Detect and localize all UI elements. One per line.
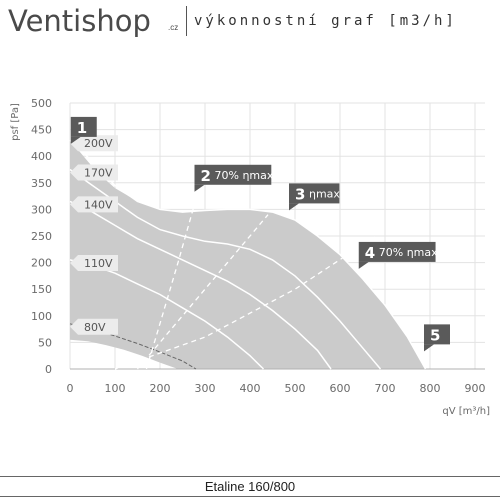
voltage-labels: 200V 170V 140V 110V 80V bbox=[70, 135, 118, 335]
x-tick-label: 0 bbox=[67, 382, 74, 395]
voltage-label-text: 110V bbox=[84, 257, 113, 270]
x-tick-label: 600 bbox=[330, 382, 351, 395]
chart-envelope bbox=[70, 140, 485, 370]
voltage-label-140v: 140V bbox=[70, 196, 118, 213]
marker-pointer bbox=[70, 136, 81, 144]
y-tick-label: 150 bbox=[31, 283, 52, 296]
operating-envelope bbox=[70, 140, 426, 369]
marker-number: 2 bbox=[201, 167, 211, 185]
x-tick-label: 500 bbox=[285, 382, 306, 395]
x-tick-label: 200 bbox=[150, 382, 171, 395]
voltage-label-170v: 170V bbox=[70, 164, 118, 181]
marker-number: 4 bbox=[365, 244, 375, 262]
voltage-curve-170v bbox=[69, 168, 382, 370]
y-axis-label: psf [Pa] bbox=[10, 103, 21, 141]
voltage-label-200v: 200V bbox=[70, 135, 118, 152]
voltage-label-tag bbox=[70, 135, 118, 152]
marker-box bbox=[194, 164, 272, 185]
marker-1: 1 bbox=[70, 116, 97, 144]
voltage-label-text: 140V bbox=[84, 198, 113, 211]
y-tick-label: 300 bbox=[31, 203, 52, 216]
y-tick-label: 400 bbox=[31, 150, 52, 163]
voltage-label-tag bbox=[70, 318, 118, 335]
header-subtitle: výkonnostní graf [m3/h] bbox=[194, 13, 457, 29]
marker-box bbox=[289, 183, 340, 204]
marker-3: 3 ηmax bbox=[289, 183, 340, 211]
x-tick-label: 700 bbox=[375, 382, 396, 395]
voltage-label-tag bbox=[70, 196, 118, 213]
footer-divider-bottom bbox=[0, 496, 500, 497]
marker-label: ηmax bbox=[309, 187, 340, 200]
marker-box bbox=[424, 324, 450, 345]
voltage-curves bbox=[69, 139, 427, 370]
efficiency-line-3 bbox=[114, 235, 377, 370]
x-tick-label: 100 bbox=[105, 382, 126, 395]
voltage-label-110v: 110V bbox=[70, 254, 118, 271]
voltage-label-80v: 80V bbox=[70, 318, 118, 335]
y-tick-label: 0 bbox=[45, 363, 52, 376]
y-tick-label: 50 bbox=[38, 336, 52, 349]
marker-number: 3 bbox=[295, 185, 305, 203]
voltage-label-text: 80V bbox=[84, 321, 106, 334]
marker-number: 1 bbox=[77, 119, 87, 137]
y-tick-label: 250 bbox=[31, 230, 52, 243]
voltage-label-text: 200V bbox=[84, 137, 113, 150]
footer-divider-top bbox=[0, 476, 500, 477]
y-tick-label: 450 bbox=[31, 124, 52, 137]
marker-pointer bbox=[358, 261, 369, 269]
voltage-label-tag bbox=[70, 164, 118, 181]
marker-pointer bbox=[424, 344, 434, 352]
x-axis-label: qV [m³/h] bbox=[442, 406, 490, 417]
y-tick-label: 200 bbox=[31, 257, 52, 270]
marker-label: 70% ηmax bbox=[379, 246, 438, 259]
efficiency-line-1 bbox=[145, 206, 195, 370]
marker-label: 70% ηmax bbox=[215, 169, 274, 182]
marker-box bbox=[70, 116, 97, 137]
voltage-curve-200v bbox=[69, 139, 427, 370]
marker-pointer bbox=[289, 203, 299, 211]
product-title: Etaline 160/800 bbox=[204, 479, 296, 494]
x-tick-label: 800 bbox=[420, 382, 441, 395]
x-tick-label: 400 bbox=[240, 382, 261, 395]
y-tick-label: 100 bbox=[31, 310, 52, 323]
marker-5: 5 bbox=[424, 324, 450, 352]
y-tick-label: 350 bbox=[31, 177, 52, 190]
operating-point-markers: 1 2 70% ηmax 3 ηmax 4 70% ηmax 5 bbox=[70, 116, 450, 352]
axis-ticks: 0 50 100 150 200 250 300 350 400 450 500 0 100 200 300… bbox=[31, 97, 486, 395]
logo[interactable]: Ventishop bbox=[8, 4, 151, 38]
voltage-curve-140v bbox=[69, 200, 332, 370]
y-tick-label: 500 bbox=[31, 97, 52, 110]
marker-box bbox=[358, 241, 436, 262]
x-tick-label: 900 bbox=[465, 382, 486, 395]
header-divider bbox=[186, 6, 187, 36]
performance-chart: 0 50 100 150 200 250 300 350 400 450 500 0 100 200 300… bbox=[10, 97, 490, 417]
logo-domain-suffix: .cz bbox=[168, 23, 179, 32]
voltage-label-tag bbox=[70, 254, 118, 271]
marker-4: 4 70% ηmax bbox=[358, 241, 438, 269]
marker-number: 5 bbox=[430, 326, 440, 344]
marker-pointer bbox=[194, 184, 205, 192]
header: Ventishop .cz výkonnostní graf [m3/h] bbox=[0, 0, 500, 46]
efficiency-lines bbox=[114, 206, 377, 370]
x-tick-label: 300 bbox=[195, 382, 216, 395]
voltage-label-text: 170V bbox=[84, 167, 113, 180]
marker-2: 2 70% ηmax bbox=[194, 164, 274, 192]
